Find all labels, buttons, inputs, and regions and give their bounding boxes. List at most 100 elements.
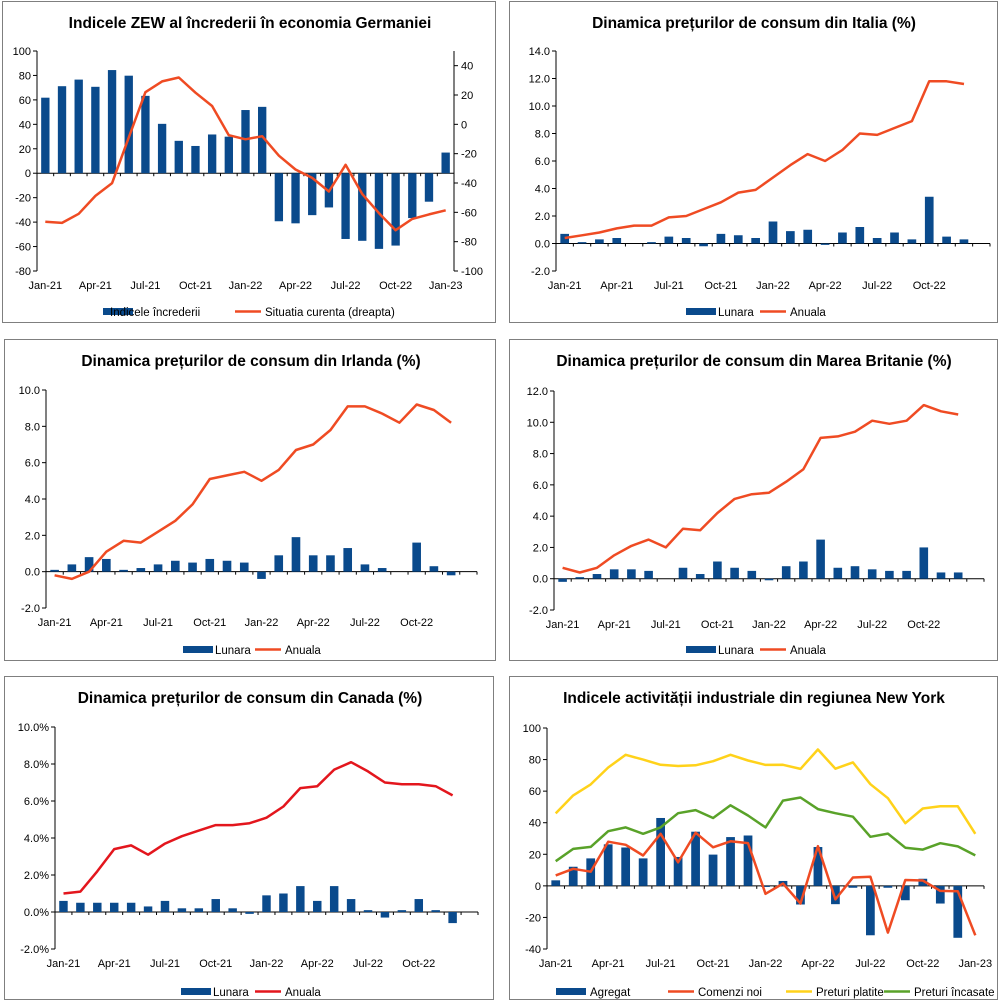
legend-label: Lunara [718,645,754,657]
series-line [562,403,959,574]
bar [141,95,150,174]
legend-label: Lunara [215,645,251,657]
bar [341,173,350,239]
bar [918,878,928,886]
series-line [554,748,977,835]
y-tick-label: -2.0 [21,603,40,615]
bar [346,899,356,912]
x-tick-label: Apr-21 [98,958,131,970]
y-tick-label: 2.0 [535,211,550,223]
bar [560,233,570,244]
x-tick-label: Oct-21 [701,619,734,631]
y-tick-label: 2.0% [24,870,49,882]
bar [194,908,204,912]
bar [107,70,117,174]
bar [953,572,963,579]
bar [157,123,167,174]
bar [820,243,830,245]
bar [414,899,424,912]
bar [211,899,220,912]
y-tick-label: 80 [529,755,541,767]
bar [656,817,665,886]
y-tick-label: 0.0% [24,907,49,919]
y-tick-label: 0.0 [533,574,548,586]
x-tick-label: Jan-22 [229,280,263,292]
x-tick-label: Jan-22 [752,619,786,631]
y2-tick-label: -20 [461,149,477,161]
legend-label: Agregat [590,987,631,999]
chart-title: Indicele activității industriale din reg… [563,690,945,707]
y-tick-label: -20 [15,193,31,205]
y-tick-label: 2.0 [533,542,548,554]
bar [174,140,183,174]
chart-panel-cpi-ireland: Dinamica prețurilor de consum din Irland… [4,339,496,661]
x-tick-label: Jul-22 [855,958,885,970]
bar [592,574,602,579]
x-tick-label: Jul-22 [862,280,892,292]
y-tick-label: 80 [19,70,31,82]
legend-label: Lunara [718,307,754,319]
x-tick-label: Jan-21 [548,280,582,292]
bar [730,567,739,579]
x-tick-label: Jul-22 [350,617,380,629]
y-tick-label: -2.0% [20,944,49,956]
y-tick-label: 20 [19,144,31,156]
series-line [564,80,965,240]
bar [93,902,102,912]
x-tick-label: Oct-21 [199,958,232,970]
y-tick-label: 20 [529,849,541,861]
y-tick-label: 12.0 [527,386,548,398]
bar [448,912,457,924]
y-tick-label: 10.0 [529,101,550,113]
bar [308,555,318,572]
legend-label: Anuala [285,645,321,657]
y2-tick-label: -80 [461,237,477,249]
bar [595,239,604,244]
bar [673,856,683,886]
y-tick-label: 6.0 [533,480,548,492]
bar [726,837,735,886]
chart-panel-zew-germany: Indicele ZEW al încrederii în economia G… [2,1,496,323]
legend-label: Preturi platite [816,987,884,999]
y2-tick-label: -60 [461,207,477,219]
bar [274,173,284,222]
y-tick-label: 2.0 [25,530,40,542]
bar [239,562,249,572]
bar [224,136,233,174]
series-line [54,403,452,581]
bar [747,570,757,579]
bar [936,572,946,579]
bar [76,902,85,912]
bar [245,912,254,914]
bar [313,900,322,912]
bar [733,235,743,244]
bar [781,566,791,579]
bar [866,885,875,936]
legend-swatch-bar [556,988,586,995]
x-tick-label: Jan-21 [29,280,63,292]
bar [647,242,656,244]
bar [296,886,305,912]
legend-label: Situatia curenta (dreapta) [265,307,395,319]
bar [678,567,688,579]
series-line [45,76,446,232]
bar [279,893,288,912]
bar [274,555,284,572]
chart-svg: Dinamica prețurilor de consum din Marea … [527,353,985,657]
legend-swatch-bar [181,988,211,995]
bar [612,238,622,244]
bar [291,537,301,572]
y-tick-label: 60 [19,95,31,107]
bar [126,902,136,912]
x-tick-label: Oct-21 [193,617,226,629]
bar [850,566,860,579]
chart-panel-cpi-uk: Dinamica prețurilor de consum din Marea … [509,339,998,661]
y-tick-label: 60 [529,786,541,798]
x-tick-label: Oct-22 [907,619,940,631]
bar [831,885,840,905]
x-tick-label: Oct-22 [400,617,433,629]
x-tick-label: Apr-21 [600,280,633,292]
bar [222,560,232,572]
chart-title: Dinamica prețurilor de consum din Italia… [592,15,916,32]
bar [713,561,722,579]
